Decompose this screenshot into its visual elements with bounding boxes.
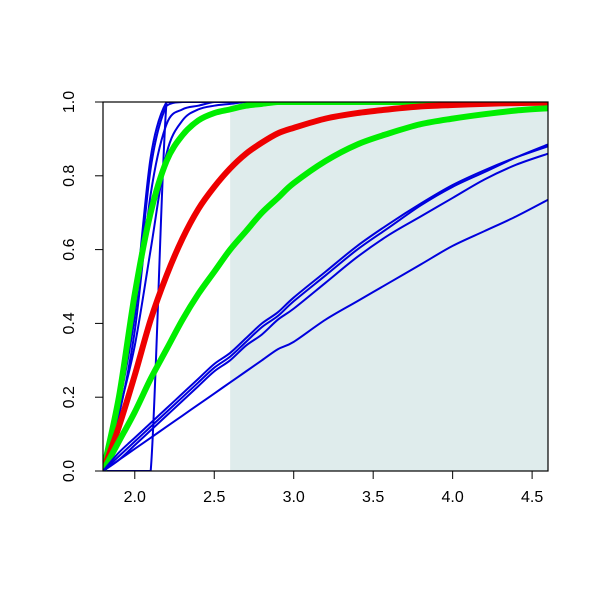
plot-area xyxy=(230,102,548,471)
series-line-3 xyxy=(103,102,548,471)
series-line-5 xyxy=(103,102,548,471)
x-tick-label-4: 4.0 xyxy=(442,489,464,506)
x-tick-label-5: 4.5 xyxy=(521,489,543,506)
series-line-6 xyxy=(103,102,548,471)
y-axis: 0.0 0.2 0.4 0.6 0.8 1.0 xyxy=(61,91,104,482)
x-tick-label-3: 3.5 xyxy=(362,489,384,506)
y-tick-label-4: 0.8 xyxy=(61,165,78,187)
series-line-2 xyxy=(103,102,548,471)
series-line-9 xyxy=(103,143,548,471)
y-tick-label-0: 0.0 xyxy=(61,460,78,482)
x-tick-label-1: 2.5 xyxy=(203,489,225,506)
x-tick-label-0: 2.0 xyxy=(124,489,146,506)
series-layer xyxy=(103,102,548,471)
series-line-1 xyxy=(103,102,548,471)
y-tick-label-3: 0.6 xyxy=(61,238,78,260)
series-line-8 xyxy=(103,105,548,471)
y-tick-label-1: 0.2 xyxy=(61,386,78,408)
series-line-4 xyxy=(103,102,548,471)
series-line-11 xyxy=(103,152,548,471)
series-line-7 xyxy=(103,102,548,471)
series-line-12 xyxy=(103,198,548,471)
y-tick-label-5: 1.0 xyxy=(61,91,78,113)
shaded-region xyxy=(230,102,548,471)
series-line-10 xyxy=(103,145,548,471)
x-tick-label-2: 3.0 xyxy=(283,489,305,506)
y-tick-label-2: 0.4 xyxy=(61,312,78,334)
x-axis: 2.0 2.5 3.0 3.5 4.0 4.5 xyxy=(124,470,543,506)
